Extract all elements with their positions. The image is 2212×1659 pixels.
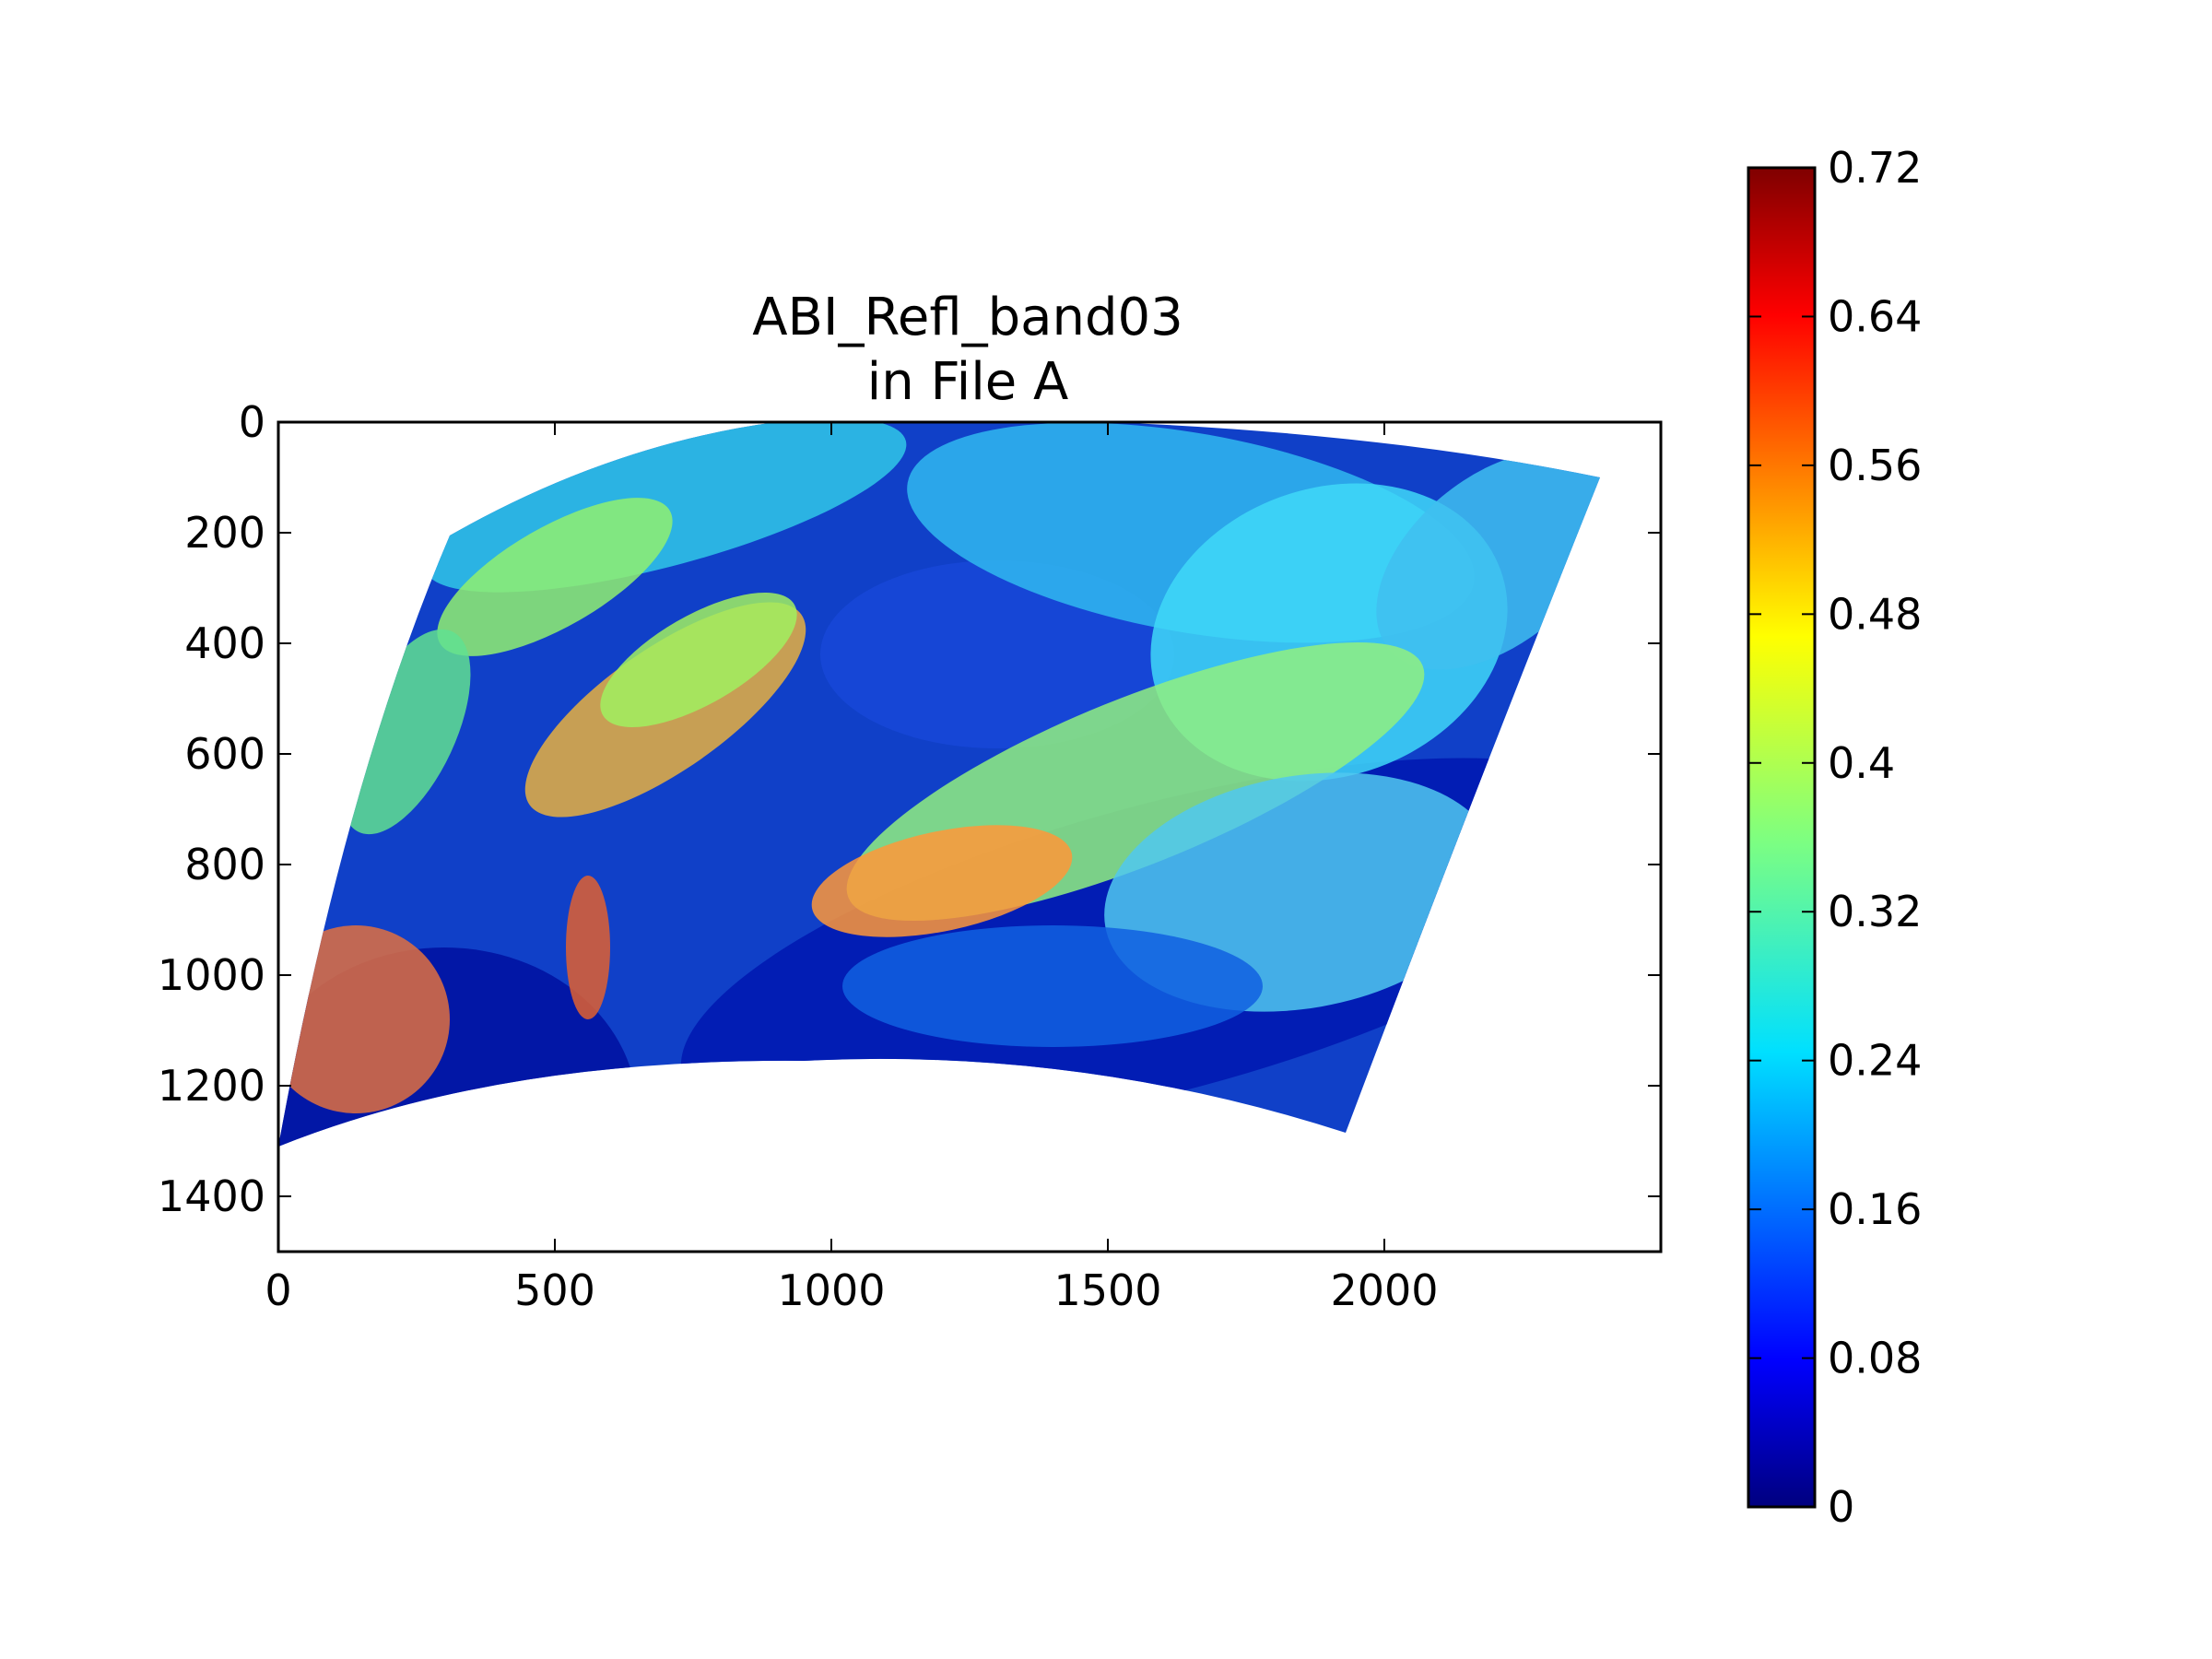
colorbar-tick-label: 0.08 <box>1828 1334 1922 1383</box>
colorbar-tick-label: 0.48 <box>1828 589 1922 639</box>
y-tick-label: 800 <box>184 840 265 889</box>
y-tick-label: 600 <box>184 729 265 779</box>
colorbar-axis: 0 0.08 0.16 0.24 0.32 0.4 0.48 0.56 0.64 0.72 <box>1748 143 1922 1532</box>
colorbar-tick-label: 0.72 <box>1828 143 1922 193</box>
satellite-image <box>278 422 1600 1147</box>
y-tick-label: 0 <box>239 397 265 447</box>
chart-subtitle: in File A <box>867 352 1069 412</box>
chart-title: ABI_Refl_band03 <box>752 288 1183 347</box>
plot-frame <box>276 420 1663 1253</box>
colorbar-tick-label: 0.32 <box>1828 887 1922 936</box>
colorbar-tick-label: 0.24 <box>1828 1036 1922 1086</box>
colorbar-tick-label: 0.4 <box>1828 738 1895 788</box>
colorbar-tick-label: 0.16 <box>1828 1184 1922 1234</box>
x-tick-label: 0 <box>265 1265 291 1315</box>
y-tick-label: 400 <box>184 618 265 668</box>
y-axis: 0 200 400 600 800 1000 1200 1400 <box>158 397 1661 1221</box>
x-tick-label: 2000 <box>1330 1265 1438 1315</box>
colorbar-tick-label: 0 <box>1828 1482 1854 1532</box>
colorbar-tick-label: 0.56 <box>1828 441 1922 490</box>
colorbar <box>1747 166 1817 1509</box>
y-tick-label: 1400 <box>158 1171 265 1221</box>
x-tick-label: 1000 <box>777 1265 885 1315</box>
y-tick-label: 1000 <box>158 950 265 1000</box>
x-tick-label: 500 <box>514 1265 595 1315</box>
y-tick-label: 200 <box>184 508 265 558</box>
x-axis: 0 500 1000 1500 2000 <box>265 422 1439 1315</box>
x-tick-label: 1500 <box>1053 1265 1161 1315</box>
colorbar-tick-label: 0.64 <box>1828 291 1922 341</box>
y-tick-label: 1200 <box>158 1061 265 1111</box>
